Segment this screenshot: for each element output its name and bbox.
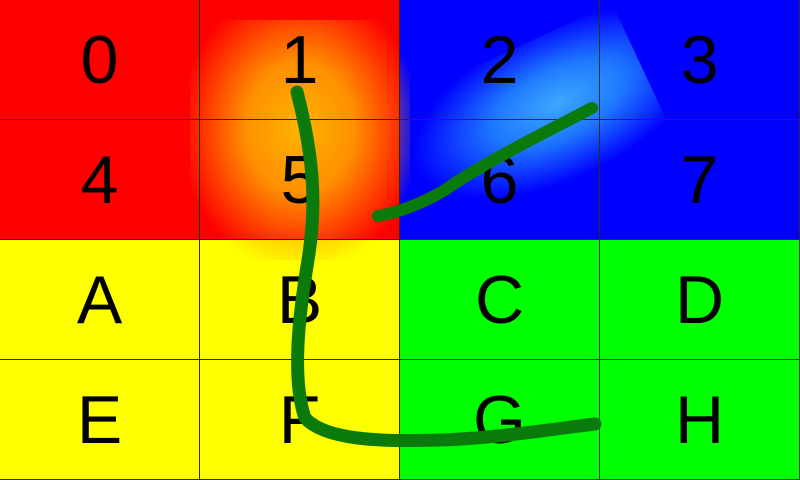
key-4[interactable]: 4 — [0, 120, 200, 240]
key-b[interactable]: B — [200, 240, 400, 360]
key-5[interactable]: 5 — [200, 120, 400, 240]
key-d[interactable]: D — [600, 240, 800, 360]
key-3[interactable]: 3 — [600, 0, 800, 120]
key-h[interactable]: H — [600, 360, 800, 480]
key-a[interactable]: A — [0, 240, 200, 360]
key-g[interactable]: G — [400, 360, 600, 480]
key-f[interactable]: F — [200, 360, 400, 480]
key-0[interactable]: 0 — [0, 0, 200, 120]
key-2[interactable]: 2 — [400, 0, 600, 120]
key-6[interactable]: 6 — [400, 120, 600, 240]
key-e[interactable]: E — [0, 360, 200, 480]
key-c[interactable]: C — [400, 240, 600, 360]
key-7[interactable]: 7 — [600, 120, 800, 240]
key-1[interactable]: 1 — [200, 0, 400, 120]
